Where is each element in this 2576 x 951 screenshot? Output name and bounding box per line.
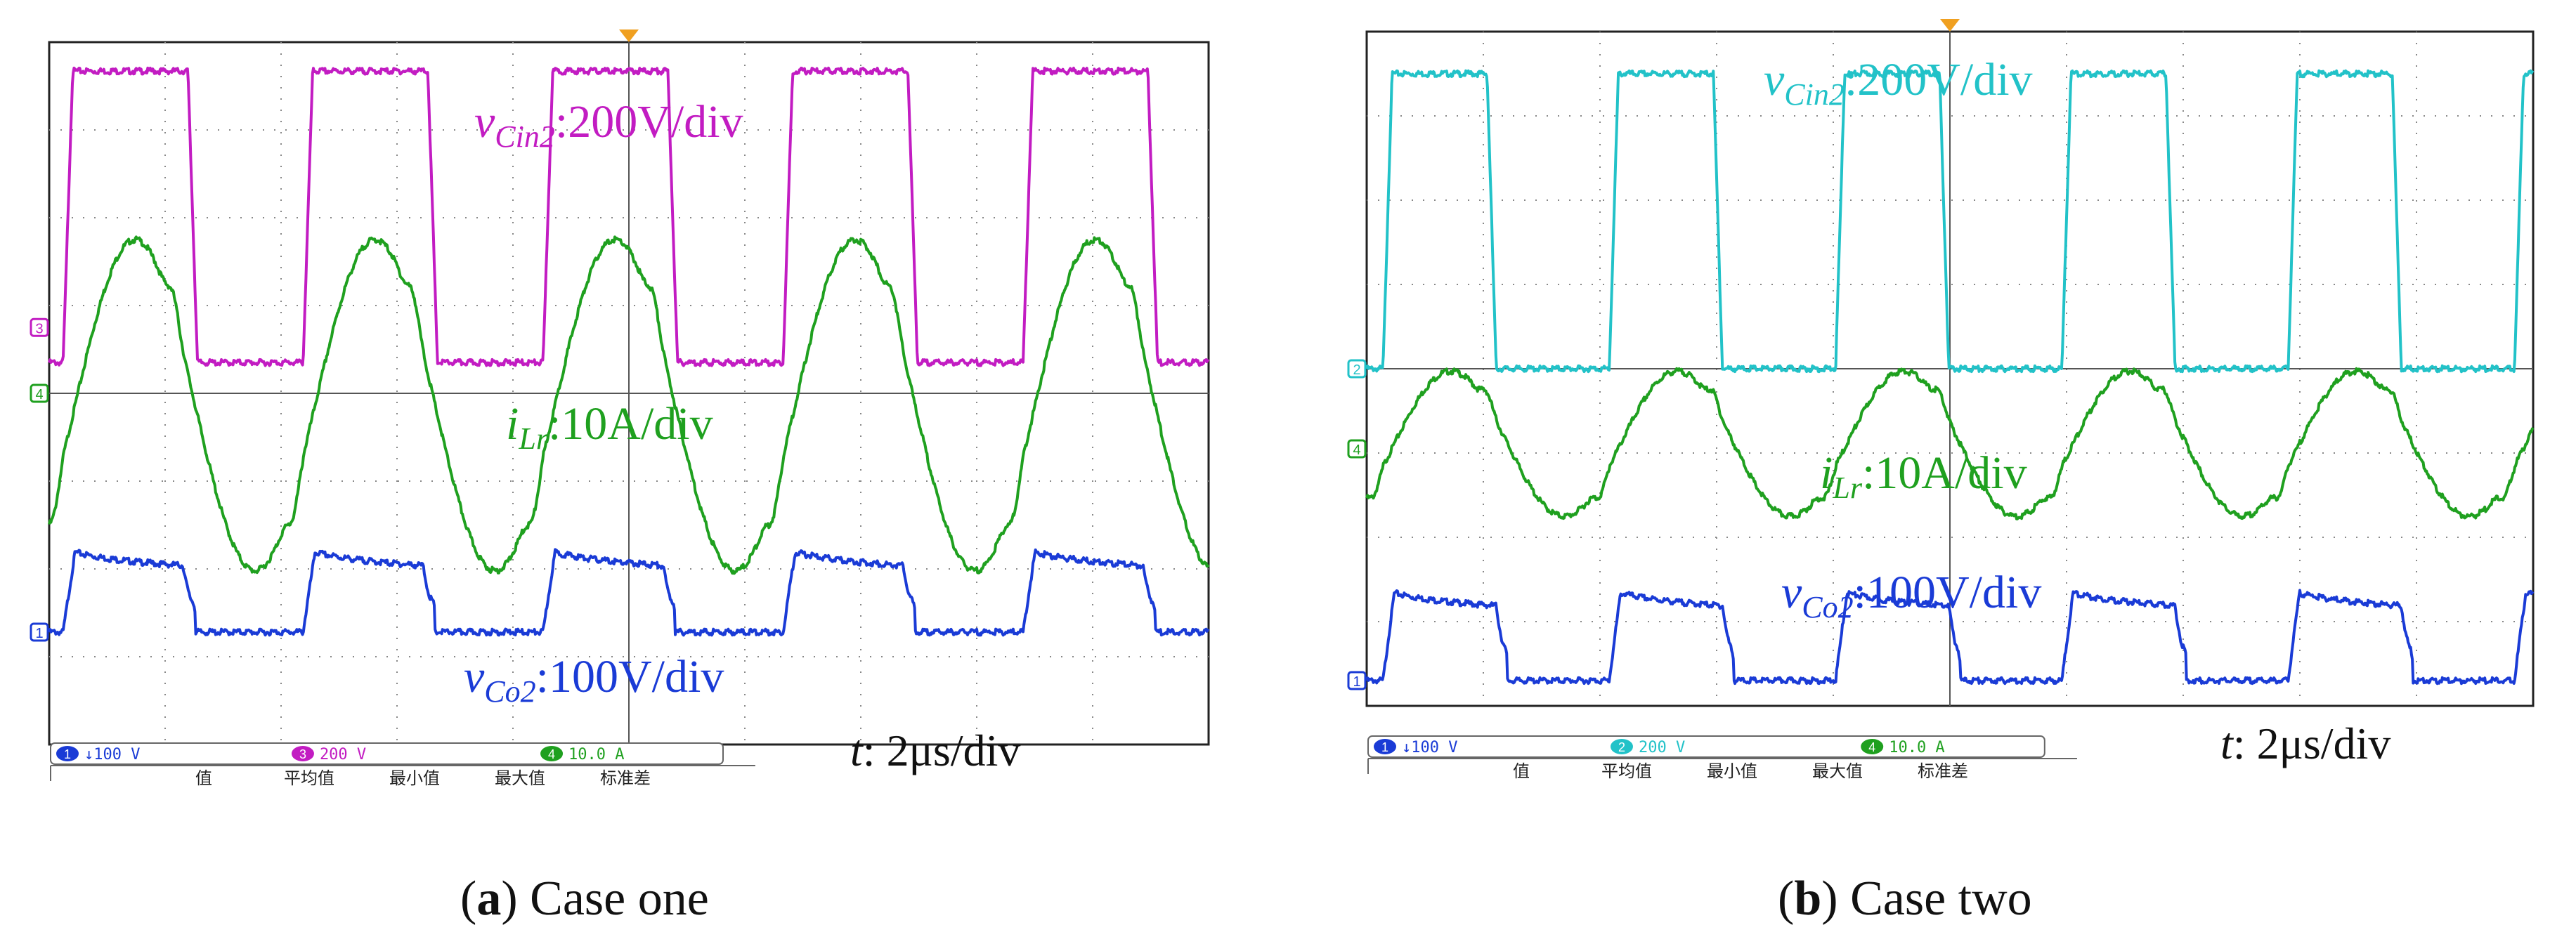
trace-vCo2 [1365, 589, 2535, 686]
series-label-vCin2: vCin2:200V/div [474, 96, 743, 154]
trace-iLr [48, 235, 1210, 575]
measure-label: 最小值 [1707, 761, 1757, 781]
status-channel-id: 4 [548, 747, 555, 761]
status-channel-id: 4 [1868, 740, 1875, 754]
channel-marker [30, 317, 49, 337]
status-channel-badge [1374, 739, 1396, 754]
caption-b-label: b [1794, 872, 1822, 926]
status-channel-scale: 10.0 A [1889, 739, 1944, 756]
series-label-iLr: iLr:10A/div [1820, 447, 2027, 505]
status-channel-scale: ↓100 V [84, 746, 140, 763]
status-channel-scale: 10.0 A [568, 746, 624, 763]
caption-a-text: Case one [530, 872, 709, 926]
channel-marker [1347, 671, 1367, 690]
measure-label: 平均值 [284, 768, 334, 788]
trace-iLr [1365, 367, 2535, 520]
caption-b-text: Case two [1850, 872, 2032, 926]
status-channel-id: 2 [1618, 740, 1625, 754]
status-channel-badge [1610, 739, 1633, 754]
series-label-vCin2: vCin2:200V/div [1764, 54, 2033, 112]
caption-a-label: a [476, 872, 502, 926]
status-channel-badge [540, 746, 564, 761]
channel-marker [1347, 439, 1367, 459]
channel-marker-label: 4 [35, 387, 43, 402]
status-channel-scale: 200 V [320, 746, 366, 763]
trigger-marker [619, 29, 639, 42]
series-label-vCo2: vCo2:100V/div [1781, 567, 2041, 624]
channel-marker [1347, 359, 1367, 379]
measure-label: 最大值 [495, 768, 545, 788]
measure-label: 标准差 [1918, 761, 1968, 781]
channel-marker [30, 383, 49, 403]
status-channel-id: 1 [64, 747, 71, 761]
status-channel-scale: ↓100 V [1402, 739, 1457, 756]
series-label-iLr: iLr:10A/div [506, 398, 713, 456]
trace-vCin2 [48, 66, 1210, 367]
channel-marker-label: 3 [35, 321, 43, 336]
status-channel-badge [1861, 739, 1884, 754]
measure-label: 最大值 [1812, 761, 1863, 781]
channel-marker-label: 4 [1353, 442, 1360, 458]
panel-a: 3 vCin2:200V/div 4 iLr:10A/div 1 vCo2:100V/di… [30, 29, 1210, 788]
measure-label: 平均值 [1601, 761, 1652, 781]
channel-marker-label: 2 [1353, 362, 1360, 378]
status-channel-badge [56, 746, 79, 761]
channel-marker-label: 1 [1353, 674, 1360, 690]
status-channel-scale: 200 V [1639, 739, 1685, 756]
trace-vCin2 [1365, 69, 2535, 374]
trace-vCo2 [48, 548, 1210, 637]
time-scale-label: t: 2μs/div [2220, 719, 2390, 768]
channel-marker [30, 622, 49, 642]
caption-b: (b) Case two [1778, 872, 2032, 926]
channel-marker-label: 1 [35, 626, 43, 641]
caption-a: (a) Case one [460, 872, 709, 926]
series-label-vCo2: vCo2:100V/div [464, 651, 724, 709]
status-channel-id: 1 [1381, 740, 1388, 754]
status-channel-id: 3 [299, 747, 306, 761]
measure-label: 值 [195, 768, 212, 788]
time-scale-label: t: 2μs/div [850, 726, 1020, 775]
panel-b: 2 vCin2:200V/div 4 iLr:10A/div 1 vCo2:100V/di… [1347, 19, 2535, 781]
measure-label: 值 [1513, 761, 1530, 781]
trigger-marker [1940, 19, 1960, 32]
measure-label: 标准差 [600, 768, 651, 788]
measure-label: 最小值 [389, 768, 440, 788]
status-channel-badge [291, 746, 314, 761]
